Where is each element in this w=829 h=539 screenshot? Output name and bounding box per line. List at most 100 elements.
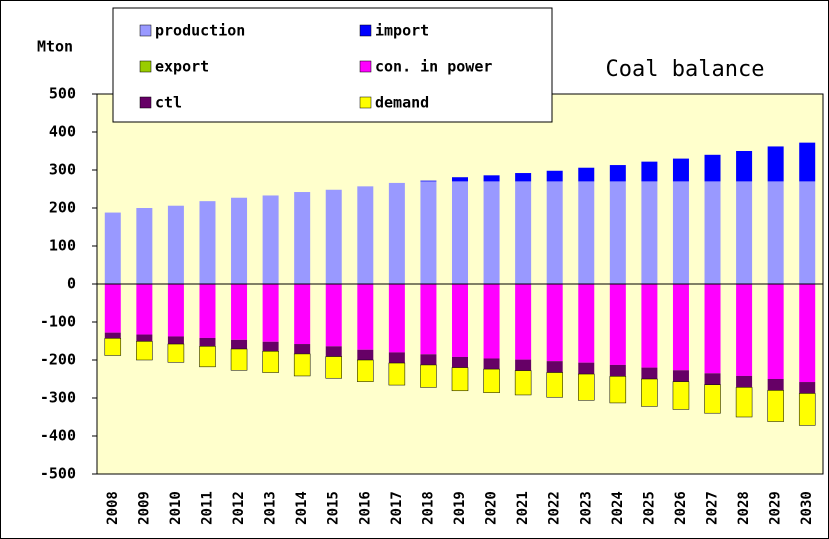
bar [104, 284, 121, 333]
x-tick-label: 2022 [547, 491, 563, 525]
x-tick-label: 2026 [673, 491, 689, 525]
y-tick-label: -200 [40, 351, 76, 369]
bar [262, 341, 279, 352]
bar [388, 284, 405, 353]
x-tick-label: 2029 [768, 491, 784, 525]
x-tick-label: 2028 [736, 491, 752, 525]
bar [704, 373, 721, 385]
bar [262, 195, 279, 284]
bar [388, 352, 405, 364]
bar [672, 381, 690, 410]
y-tick-label: 500 [49, 85, 76, 103]
bar [199, 201, 216, 284]
legend-label: production [155, 22, 245, 40]
bar [736, 375, 753, 388]
legend-label: import [375, 22, 429, 40]
y-tick-label: -500 [40, 465, 76, 483]
bar [609, 376, 627, 404]
legend-swatch [139, 24, 152, 37]
bar [546, 284, 563, 362]
bar [546, 170, 563, 182]
bar [325, 189, 342, 284]
x-tick-label: 2012 [231, 491, 247, 525]
legend-swatch [139, 60, 152, 73]
bar [325, 356, 342, 379]
bar [357, 349, 374, 360]
bar [136, 334, 153, 342]
bar [767, 379, 784, 391]
bar [388, 182, 405, 284]
bar [515, 181, 532, 284]
x-tick-label: 2023 [578, 491, 594, 525]
bar [136, 341, 153, 361]
bar [672, 370, 689, 382]
bar [641, 367, 658, 379]
x-tick-label: 2016 [357, 491, 373, 525]
x-tick-label: 2014 [294, 491, 310, 525]
bar [199, 346, 216, 368]
bar [672, 158, 689, 182]
bar [452, 284, 468, 357]
bar [609, 165, 626, 182]
bar [104, 212, 121, 284]
bar [672, 181, 689, 284]
x-tick-label: 2027 [705, 491, 721, 525]
legend-swatch [359, 60, 372, 73]
x-tick-label: 2008 [105, 491, 121, 525]
legend [112, 7, 553, 123]
bar [704, 284, 721, 374]
bar [136, 208, 153, 284]
bar [420, 364, 437, 388]
bar [294, 192, 311, 284]
bar [799, 382, 816, 394]
legend-label: demand [375, 94, 429, 112]
bar [199, 337, 216, 347]
y-tick-label: 300 [49, 161, 76, 179]
bar [767, 146, 784, 182]
x-tick-label: 2030 [799, 491, 815, 525]
legend-label: ctl [155, 94, 182, 112]
bar [420, 180, 437, 182]
bar [452, 356, 468, 368]
bar [483, 181, 500, 284]
bar [294, 284, 311, 345]
x-tick-label: 2018 [420, 491, 436, 525]
bar [578, 373, 595, 401]
bar [767, 181, 784, 284]
bar [104, 332, 121, 339]
bar [262, 351, 279, 373]
bar [799, 284, 816, 383]
bar [609, 284, 626, 365]
chart-title: Coal balance [606, 57, 765, 82]
bar [798, 393, 816, 426]
legend-swatch [139, 96, 152, 109]
marks [97, 142, 823, 426]
bar [388, 362, 406, 386]
bar [704, 384, 721, 414]
bar [294, 344, 311, 354]
bar [641, 378, 658, 407]
x-tick-label: 2011 [199, 491, 215, 525]
bar [546, 361, 563, 373]
x-tick-label: 2010 [168, 491, 184, 525]
bar [767, 284, 784, 379]
bar [483, 358, 500, 370]
bar [357, 186, 374, 284]
bar [357, 359, 374, 382]
legend-items: production import export con. in power ctl de… [139, 22, 492, 112]
bar [483, 284, 500, 359]
legend-label: export [155, 58, 209, 76]
bar [546, 181, 563, 284]
bar [515, 173, 532, 182]
bar [736, 151, 753, 182]
y-tick-label: 200 [49, 199, 76, 217]
legend-swatch [359, 24, 372, 37]
y-axis-label: Mton [37, 38, 73, 56]
bar [514, 370, 532, 396]
bar [641, 284, 658, 368]
bar [641, 181, 658, 284]
bar [167, 343, 185, 363]
y-tick-label: -300 [40, 389, 76, 407]
x-tick-label: 2017 [389, 491, 405, 525]
